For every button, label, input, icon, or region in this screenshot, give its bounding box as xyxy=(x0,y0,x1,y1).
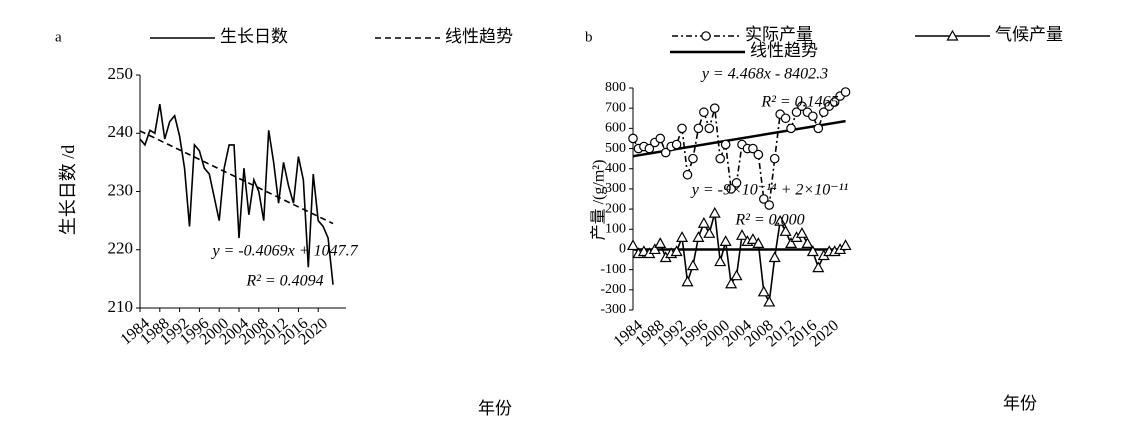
marker xyxy=(720,139,731,150)
y-tick-label: 220 xyxy=(108,239,134,258)
marker xyxy=(774,214,787,226)
marker xyxy=(654,237,667,248)
marker xyxy=(676,231,689,242)
y-tick-label: 200 xyxy=(605,201,626,216)
x-axis-title: 年份 xyxy=(478,399,512,418)
marker xyxy=(806,245,819,257)
marker xyxy=(758,194,769,204)
marker xyxy=(699,107,709,118)
marker xyxy=(701,31,711,41)
panel-label: a xyxy=(55,29,62,45)
y-tick-label: 300 xyxy=(605,181,626,196)
marker xyxy=(769,153,780,164)
annotation: y = -0.4069x + 1047.7 xyxy=(210,243,358,260)
y-tick-label: 230 xyxy=(108,180,134,199)
y-tick-label: 240 xyxy=(108,122,134,141)
annotation: R² = 0.4094 xyxy=(245,273,323,290)
legend-label: 气候产量 xyxy=(995,25,1063,44)
legend-label: 生长日数 xyxy=(220,27,288,46)
y-tick-label: -300 xyxy=(600,302,626,317)
marker xyxy=(708,206,721,218)
annotation: y = 4.468x - 8402.3 xyxy=(700,66,828,83)
marker xyxy=(746,233,759,244)
marker xyxy=(829,97,840,107)
y-axis-title: 生长日数 /d xyxy=(58,145,78,236)
marker xyxy=(644,143,655,154)
marker xyxy=(693,123,704,134)
marker xyxy=(715,153,725,164)
marker xyxy=(780,113,791,124)
marker xyxy=(797,101,807,111)
marker xyxy=(808,111,818,122)
y-tick-label: -100 xyxy=(600,262,626,277)
x-axis-title: 年份 xyxy=(1003,394,1037,413)
y-tick-label: 500 xyxy=(605,141,626,156)
marker xyxy=(660,147,671,158)
legend-label: 实际产量 xyxy=(745,25,813,44)
marker xyxy=(704,123,715,134)
y-tick-label: 210 xyxy=(108,297,134,316)
marker xyxy=(688,153,698,164)
marker xyxy=(786,123,796,134)
marker xyxy=(697,216,710,228)
y-tick-label: 600 xyxy=(605,121,626,136)
marker xyxy=(703,227,716,238)
marker xyxy=(812,261,825,273)
marker xyxy=(946,29,959,41)
y-tick-label: 100 xyxy=(605,221,626,236)
panel-label: b xyxy=(585,29,593,45)
y-axis-title: 产量 /(g/m²) xyxy=(590,160,608,241)
marker xyxy=(753,149,764,160)
marker xyxy=(648,243,661,255)
trend-line xyxy=(139,130,334,225)
marker xyxy=(726,184,736,194)
marker xyxy=(752,237,765,248)
annotation: R² = 0.1465 xyxy=(760,94,838,111)
marker xyxy=(757,285,770,297)
marker xyxy=(731,178,742,188)
marker xyxy=(692,231,705,242)
y-tick-label: 700 xyxy=(605,100,626,115)
y-tick-label: 800 xyxy=(605,80,626,95)
marker xyxy=(840,87,851,97)
marker xyxy=(779,225,792,236)
marker xyxy=(791,107,802,118)
marker xyxy=(795,227,808,238)
marker xyxy=(764,200,775,210)
marker xyxy=(725,277,738,289)
marker xyxy=(655,133,666,144)
series-line xyxy=(139,103,334,285)
marker xyxy=(677,123,687,134)
annotation: y = -9×10⁻¹⁴ + 2×10⁻¹¹ xyxy=(690,182,849,199)
marker xyxy=(682,169,693,180)
marker xyxy=(735,229,749,240)
marker xyxy=(719,235,732,246)
annotation: R² = 0.000 xyxy=(734,212,804,229)
marker xyxy=(670,245,683,257)
y-tick-label: 0 xyxy=(619,242,626,257)
marker xyxy=(686,259,699,271)
marker xyxy=(730,269,743,281)
marker xyxy=(763,295,776,307)
y-tick-label: 250 xyxy=(108,64,134,83)
marker xyxy=(839,239,852,251)
marker xyxy=(671,139,682,150)
y-tick-label: 400 xyxy=(605,161,626,176)
legend-label: 线性趋势 xyxy=(445,27,513,46)
legend-label: 线性趋势 xyxy=(750,41,818,60)
marker xyxy=(681,275,694,287)
marker xyxy=(801,237,814,248)
marker xyxy=(628,133,638,144)
marker xyxy=(785,237,798,248)
y-tick-label: -200 xyxy=(600,282,626,297)
marker xyxy=(714,255,727,267)
marker xyxy=(813,123,824,134)
marker xyxy=(768,251,781,263)
marker xyxy=(748,143,758,154)
marker xyxy=(818,107,829,118)
marker xyxy=(626,239,640,251)
marker xyxy=(709,103,720,113)
